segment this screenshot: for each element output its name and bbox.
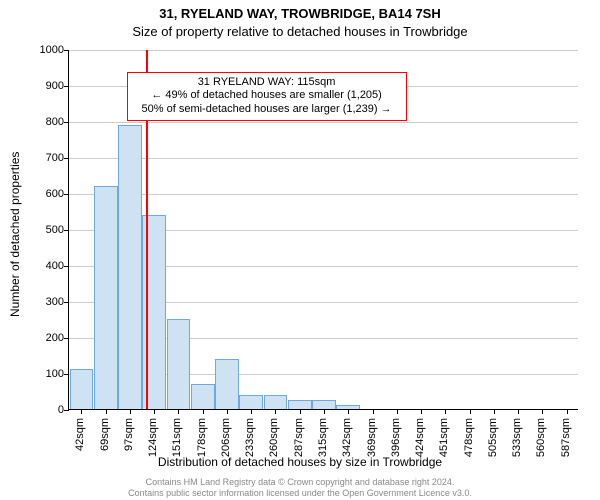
y-tick-label: 400 [4,260,64,272]
x-tick-mark [203,409,204,414]
x-tick-label: 478sqm [463,418,475,457]
x-tick-mark [494,409,495,414]
histogram-bar [70,369,94,409]
x-tick-label: 587sqm [560,418,572,457]
x-tick-mark [106,409,107,414]
x-tick-label: 315sqm [317,418,329,457]
y-tick-mark [64,266,69,267]
x-tick-mark [542,409,543,414]
chart-footer: Contains HM Land Registry data © Crown c… [0,477,600,498]
x-tick-label: 287sqm [293,418,305,457]
y-tick-label: 700 [4,152,64,164]
histogram-bar [94,186,118,409]
x-tick-mark [275,409,276,414]
annotation-line-1: 31 RYELAND WAY: 115sqm [134,76,400,90]
annotation-box: 31 RYELAND WAY: 115sqm← 49% of detached … [127,72,407,121]
x-tick-label: 505sqm [487,418,499,457]
x-tick-label: 178sqm [196,418,208,457]
footer-line-2: Contains public sector information licen… [128,488,472,498]
y-tick-mark [64,122,69,123]
histogram-bar [239,395,263,409]
y-tick-label: 1000 [4,44,64,56]
chart-title-address: 31, RYELAND WAY, TROWBRIDGE, BA14 7SH [0,6,600,21]
y-tick-label: 0 [4,404,64,416]
x-tick-mark [300,409,301,414]
y-tick-mark [64,410,69,411]
annotation-line-3: 50% of semi-detached houses are larger (… [134,103,400,117]
y-tick-mark [64,158,69,159]
x-tick-mark [81,409,82,414]
y-tick-label: 300 [4,296,64,308]
gridline [69,122,578,123]
x-tick-mark [373,409,374,414]
y-tick-label: 600 [4,188,64,200]
annotation-line-2: ← 49% of detached houses are smaller (1,… [134,89,400,103]
y-tick-mark [64,338,69,339]
x-tick-mark [227,409,228,414]
x-tick-label: 533sqm [511,418,523,457]
x-tick-mark [348,409,349,414]
chart-container: 31, RYELAND WAY, TROWBRIDGE, BA14 7SH Si… [0,0,600,500]
plot-area: 31 RYELAND WAY: 115sqm← 49% of detached … [68,50,578,410]
x-tick-label: 451sqm [438,418,450,457]
x-tick-label: 124sqm [147,418,159,457]
x-tick-label: 42sqm [74,418,86,451]
x-tick-mark [470,409,471,414]
histogram-bar [191,384,215,409]
histogram-bar [215,359,239,409]
gridline [69,158,578,159]
x-tick-label: 233sqm [244,418,256,457]
x-tick-label: 69sqm [99,418,111,451]
x-tick-mark [324,409,325,414]
x-tick-label: 396sqm [390,418,402,457]
x-tick-mark [445,409,446,414]
x-tick-mark [518,409,519,414]
y-tick-label: 800 [4,116,64,128]
y-tick-mark [64,86,69,87]
y-tick-label: 200 [4,332,64,344]
histogram-bar [264,395,288,409]
x-tick-label: 97sqm [123,418,135,451]
x-tick-label: 560sqm [535,418,547,457]
x-tick-label: 151sqm [171,418,183,457]
x-tick-mark [421,409,422,414]
footer-line-1: Contains HM Land Registry data © Crown c… [146,477,455,487]
histogram-bar [167,319,191,409]
y-tick-mark [64,230,69,231]
y-tick-mark [64,194,69,195]
y-tick-label: 500 [4,224,64,236]
y-tick-mark [64,374,69,375]
y-tick-mark [64,302,69,303]
histogram-bar [118,125,142,409]
x-tick-label: 206sqm [220,418,232,457]
y-tick-mark [64,50,69,51]
y-tick-label: 900 [4,80,64,92]
gridline [69,194,578,195]
x-tick-mark [397,409,398,414]
histogram-bar [312,400,336,409]
y-tick-label: 100 [4,368,64,380]
x-tick-label: 260sqm [268,418,280,457]
x-tick-label: 369sqm [366,418,378,457]
x-tick-label: 342sqm [341,418,353,457]
x-tick-label: 424sqm [414,418,426,457]
x-tick-mark [130,409,131,414]
gridline [69,50,578,51]
chart-title-subtitle: Size of property relative to detached ho… [0,24,600,39]
histogram-bar [288,400,312,409]
x-tick-mark [567,409,568,414]
x-tick-mark [154,409,155,414]
x-tick-mark [178,409,179,414]
x-tick-mark [251,409,252,414]
